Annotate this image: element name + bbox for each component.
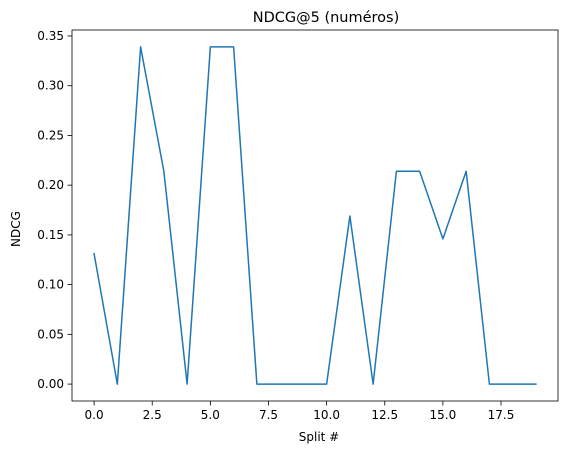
y-tick-label: 0.05 (37, 327, 64, 341)
x-tick-label: 7.5 (259, 408, 278, 422)
series-line-0 (93, 46, 537, 385)
x-tick-label: 5.0 (201, 408, 220, 422)
y-axis: 0.00 0.05 0.10 0.15 0.20 0.25 0.30 0.35 (37, 29, 72, 391)
x-tick-label: 2.5 (143, 408, 162, 422)
y-tick-label: 0.15 (37, 228, 64, 242)
plot-area (71, 29, 559, 402)
chart-title: NDCG@5 (numéros) (253, 10, 400, 26)
x-axis: 0.0 2.5 5.0 7.5 10.0 12.5 15.0 17.5 (85, 401, 515, 422)
y-tick-label: 0.20 (37, 178, 64, 192)
y-tick-label: 0.35 (37, 29, 64, 43)
y-tick-label: 0.00 (37, 377, 64, 391)
y-tick-label: 0.10 (37, 278, 64, 292)
x-tick-label: 0.0 (85, 408, 104, 422)
x-axis-label: Split # (299, 430, 339, 444)
y-tick-label: 0.25 (37, 128, 64, 142)
x-tick-label: 15.0 (430, 408, 457, 422)
axes-frame (71, 29, 559, 402)
y-tick-label: 0.30 (37, 79, 64, 93)
x-tick-label: 10.0 (313, 408, 340, 422)
x-tick-label: 12.5 (371, 408, 398, 422)
y-axis-label: NDCG (9, 211, 23, 247)
x-tick-label: 17.5 (488, 408, 515, 422)
